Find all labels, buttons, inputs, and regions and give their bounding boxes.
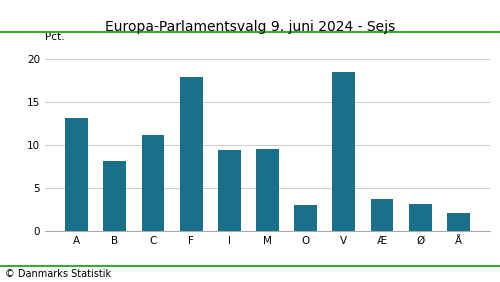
Bar (332, 72, 355, 231)
Bar (180, 77, 203, 231)
Text: © Danmarks Statistik: © Danmarks Statistik (5, 269, 111, 279)
Bar (142, 135, 165, 231)
Bar (104, 161, 126, 231)
Bar (218, 151, 241, 231)
Bar (294, 206, 317, 231)
Bar (408, 204, 432, 231)
Text: Pct.: Pct. (45, 32, 64, 42)
Bar (65, 118, 88, 231)
Text: Europa-Parlamentsvalg 9. juni 2024 - Sejs: Europa-Parlamentsvalg 9. juni 2024 - Sej… (105, 20, 395, 34)
Bar (256, 149, 279, 231)
Bar (447, 213, 470, 231)
Bar (370, 199, 394, 231)
